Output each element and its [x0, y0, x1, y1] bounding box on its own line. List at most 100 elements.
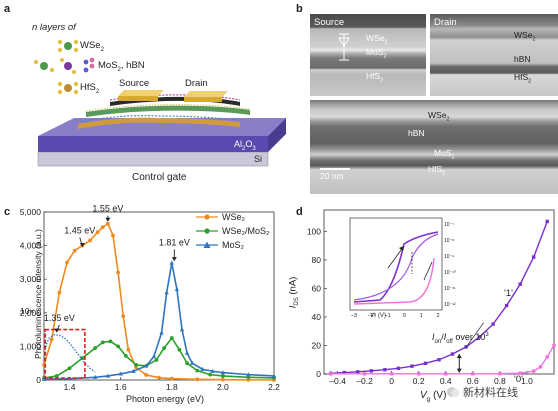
legend-marker-heterostructure: [196, 228, 218, 234]
series-state-0-point: [417, 372, 421, 376]
c-ylabel: Photoluminescence intensity (a.u.): [33, 229, 43, 359]
series-state-0-point: [545, 355, 549, 359]
d-ratio-leader: [465, 322, 484, 349]
series-heterostructure-point: [177, 347, 182, 352]
series-mos2: [41, 260, 277, 381]
control-gate-label: Control gate: [132, 172, 187, 183]
c-ytick-label: 5,000: [20, 207, 42, 217]
drain-label: Drain: [185, 78, 208, 89]
series-heterostructure-point: [80, 356, 85, 361]
source-contact: [118, 90, 164, 101]
panel-letter-b: b: [296, 3, 303, 15]
tem-tr-wse2: WSe2: [514, 30, 536, 43]
series-heterostructure-point: [246, 375, 251, 380]
series-heterostructure-point: [93, 346, 98, 350]
series-mos2-point: [246, 372, 251, 377]
series-state-0-point: [389, 372, 394, 376]
c-annotation-label: 1.35 eV: [44, 313, 75, 323]
series-mos2-point: [41, 376, 47, 381]
series-heterostructure-point: [169, 336, 174, 340]
tem-tr-hfs2: HfS2: [514, 72, 532, 85]
c-annotation-arrowhead: [54, 328, 60, 333]
d-xtick-label: –0.2: [356, 376, 373, 386]
c-ytick-label: 3,000: [20, 274, 42, 284]
watermark-text: 新材料在线: [463, 387, 518, 399]
hfs2-layer-stack: [78, 115, 240, 129]
d-inset-ytick-label: 10⁻¹⁰: [444, 270, 456, 276]
panel-letter-a: a: [4, 3, 11, 15]
series-state-1-point: [396, 366, 401, 370]
series-state-1-point: [369, 369, 374, 373]
d-xtick-label: 0.4: [440, 376, 452, 386]
pl-spectrum-chart: 1.4 1.6 1.8 2.0 2.2 0 1,000 2,000 3,000 4,000 5,00…: [20, 204, 280, 392]
series-mos2-x10: [43, 333, 96, 373]
d-inset-arrowhead: [399, 246, 404, 251]
legend-text-heterostructure: WSe₂/MoS₂: [222, 226, 270, 236]
series-state-1-point: [545, 219, 549, 224]
series-mos2-point: [200, 366, 205, 371]
tem-image-source: [310, 14, 426, 96]
series-state-1-point: [518, 282, 522, 286]
on-off-ratio-label: Ion/Ioff over 103: [432, 332, 489, 345]
series-heterostructure-point: [134, 362, 138, 367]
panel-letter-d: d: [296, 206, 303, 218]
series-state-0-point: [498, 372, 502, 376]
series-wse2-point: [95, 230, 100, 235]
state-1-label: '1': [504, 288, 513, 299]
panel-c: 1.4 1.6 1.8 2.0 2.2 0 1,000 2,000 3,000 4,000 5,00…: [0, 204, 282, 406]
series-mos2-point: [151, 354, 157, 359]
si-substrate: [37, 151, 269, 167]
series-mos2-point: [179, 327, 185, 332]
mos2-layer-stack: [85, 104, 251, 117]
tem-b-hbn: hBN: [408, 128, 425, 138]
c-annotation-label: 1.55 eV: [92, 204, 123, 214]
inset-10x-label: 10×: [20, 306, 35, 316]
series-state-1-point: [491, 322, 495, 326]
c-ytick-label: 2,000: [20, 308, 42, 318]
c-ytick-label: 4,000: [20, 241, 42, 251]
d-inset: –3 –2 –1 0 1 2 10⁻⁷ 10⁻⁸ 10⁻⁹ 10⁻¹⁰ 10⁻¹¹ 10⁻¹²: [349, 217, 456, 319]
d-inset-xtick-label: 0: [403, 313, 406, 319]
series-heterostructure-point: [154, 357, 159, 362]
series-wse2-point: [169, 376, 174, 381]
series-mos2-point: [190, 360, 195, 365]
series-state-1-point: [437, 358, 441, 362]
panel-letter-c: c: [4, 206, 11, 218]
d-ytick-label: 100: [307, 226, 321, 236]
series-mos2-point: [169, 260, 174, 265]
source-label: Source: [119, 78, 150, 89]
series-heterostructure-point: [67, 366, 72, 371]
c-xtick-label: 1.4: [64, 382, 76, 392]
tem-b-mos2: MoS2: [434, 148, 455, 161]
tem-image-channel: [310, 100, 558, 194]
d-xtick-label: 0.2: [413, 376, 425, 386]
series-state-0-line: [330, 345, 555, 375]
d-inset-ytick-label: 10⁻⁷: [444, 222, 454, 228]
tem-b-wse2: WSe2: [428, 110, 450, 123]
series-state-0-point: [471, 372, 475, 376]
tem-tr-hbn: hBN: [514, 54, 531, 64]
d-inset-arrow-2: [423, 261, 433, 281]
series-wse2-point: [121, 314, 126, 319]
device-schematic: [33, 39, 286, 167]
series-heterostructure-point: [208, 372, 213, 377]
series-mos2-point: [220, 370, 226, 375]
c-annotation-arrowhead: [105, 217, 111, 222]
d-ytick-label: 0: [316, 369, 321, 379]
tem-source-label: Source: [314, 17, 345, 28]
legend-title: n layers of: [32, 22, 76, 33]
series-state-1-point: [356, 370, 360, 374]
hfs2-crystal-icon: [57, 81, 79, 95]
state-0-label: '0': [514, 374, 523, 385]
legend-entry-wse2: WSe₂: [196, 210, 270, 224]
c-xtick-label: 1.6: [115, 382, 127, 392]
series-mos2-point: [174, 286, 180, 291]
series-heterostructure-point: [162, 346, 167, 350]
c-annotation-arrowhead: [171, 257, 177, 262]
c-xtick-label: 2.0: [217, 382, 229, 392]
scale-bar: [320, 168, 350, 170]
series-mos2-point: [159, 330, 164, 335]
tem-image-drain: [430, 14, 558, 96]
mos2-crystal-icon: [33, 58, 76, 74]
